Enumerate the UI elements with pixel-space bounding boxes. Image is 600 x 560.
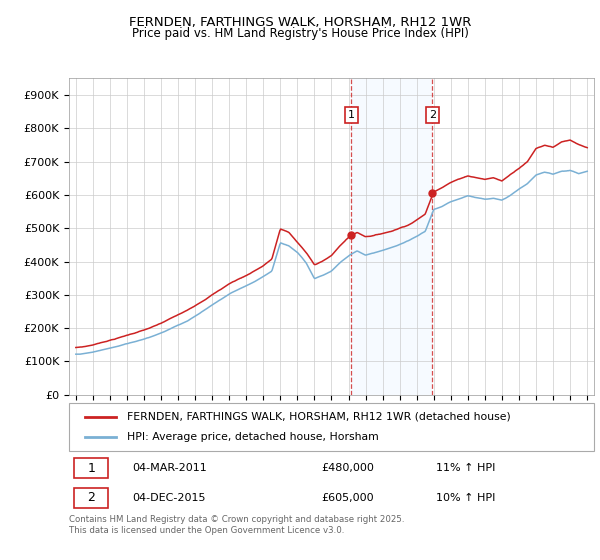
Text: FERNDEN, FARTHINGS WALK, HORSHAM, RH12 1WR: FERNDEN, FARTHINGS WALK, HORSHAM, RH12 1… xyxy=(129,16,471,29)
FancyBboxPatch shape xyxy=(74,488,109,507)
Text: 2: 2 xyxy=(429,110,436,120)
Text: HPI: Average price, detached house, Horsham: HPI: Average price, detached house, Hors… xyxy=(127,432,379,442)
Text: 04-DEC-2015: 04-DEC-2015 xyxy=(132,493,205,503)
Text: 1: 1 xyxy=(348,110,355,120)
Text: Price paid vs. HM Land Registry's House Price Index (HPI): Price paid vs. HM Land Registry's House … xyxy=(131,27,469,40)
Text: 11% ↑ HPI: 11% ↑ HPI xyxy=(437,463,496,473)
FancyBboxPatch shape xyxy=(74,459,109,478)
Text: 1: 1 xyxy=(88,462,95,475)
Text: £480,000: £480,000 xyxy=(321,463,374,473)
FancyBboxPatch shape xyxy=(69,403,594,451)
Text: Contains HM Land Registry data © Crown copyright and database right 2025.
This d: Contains HM Land Registry data © Crown c… xyxy=(69,515,404,535)
Text: 04-MAR-2011: 04-MAR-2011 xyxy=(132,463,207,473)
Text: FERNDEN, FARTHINGS WALK, HORSHAM, RH12 1WR (detached house): FERNDEN, FARTHINGS WALK, HORSHAM, RH12 1… xyxy=(127,412,511,422)
Text: £605,000: £605,000 xyxy=(321,493,374,503)
Text: 10% ↑ HPI: 10% ↑ HPI xyxy=(437,493,496,503)
Text: 2: 2 xyxy=(88,491,95,504)
Bar xyxy=(352,78,433,395)
